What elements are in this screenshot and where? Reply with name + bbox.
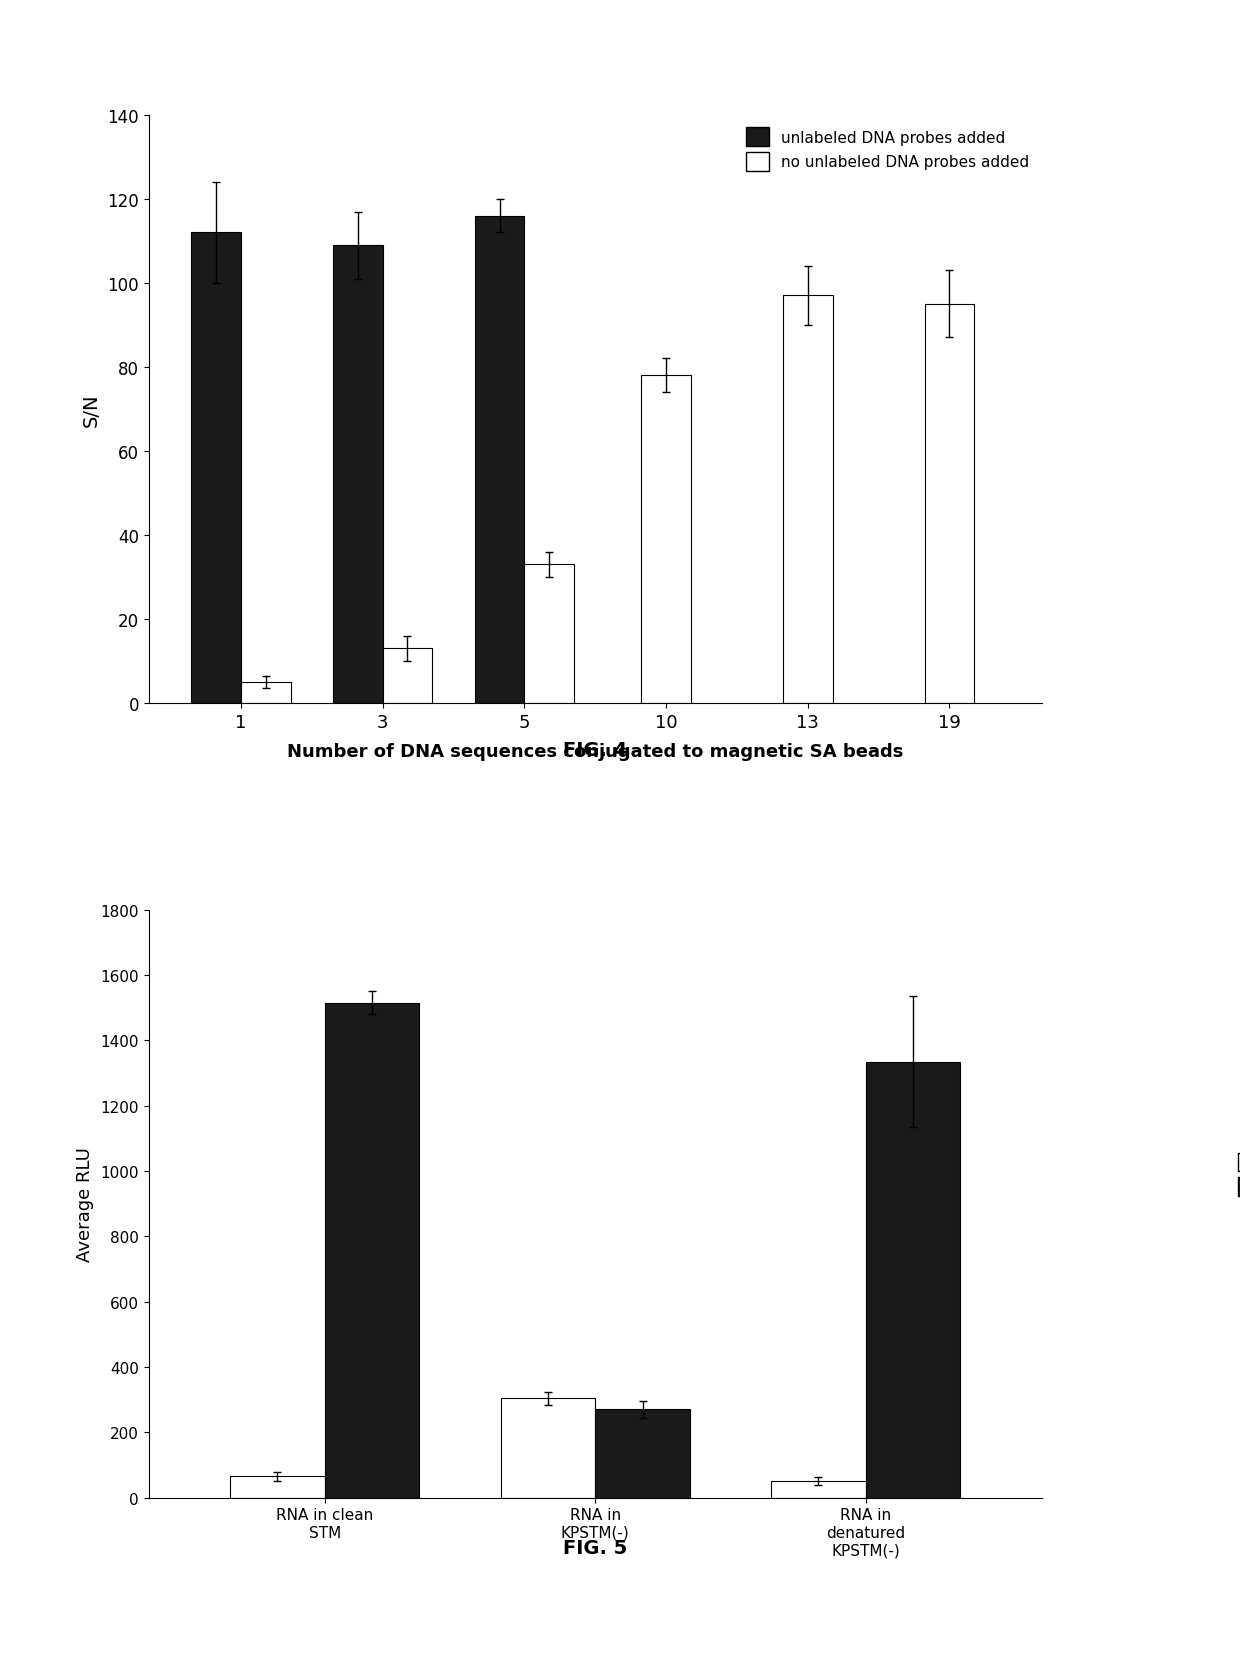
Bar xyxy=(325,1003,419,1498)
Y-axis label: S/N: S/N xyxy=(82,392,100,427)
Bar xyxy=(383,649,433,703)
Legend: unlabeled DNA probes added, no unlabeled DNA probes added: unlabeled DNA probes added, no unlabeled… xyxy=(742,124,1034,175)
Bar xyxy=(525,564,574,703)
Text: FIG. 5: FIG. 5 xyxy=(563,1537,627,1557)
Y-axis label: Average RLU: Average RLU xyxy=(76,1147,93,1261)
Text: FIG. 4: FIG. 4 xyxy=(563,740,627,760)
Bar xyxy=(866,1063,961,1498)
Bar xyxy=(475,217,525,703)
Bar xyxy=(501,1398,595,1498)
Bar xyxy=(191,233,241,703)
Bar xyxy=(241,682,290,703)
Bar xyxy=(641,376,691,703)
Bar xyxy=(925,305,975,703)
Legend: 0 copies, 10^5 copies: 0 copies, 10^5 copies xyxy=(1233,1149,1240,1202)
Bar xyxy=(771,1481,866,1498)
Bar xyxy=(229,1476,325,1498)
Bar xyxy=(782,296,832,703)
X-axis label: Number of DNA sequences conjugated to magnetic SA beads: Number of DNA sequences conjugated to ma… xyxy=(286,741,904,760)
Bar xyxy=(595,1410,689,1498)
Bar xyxy=(334,247,383,703)
